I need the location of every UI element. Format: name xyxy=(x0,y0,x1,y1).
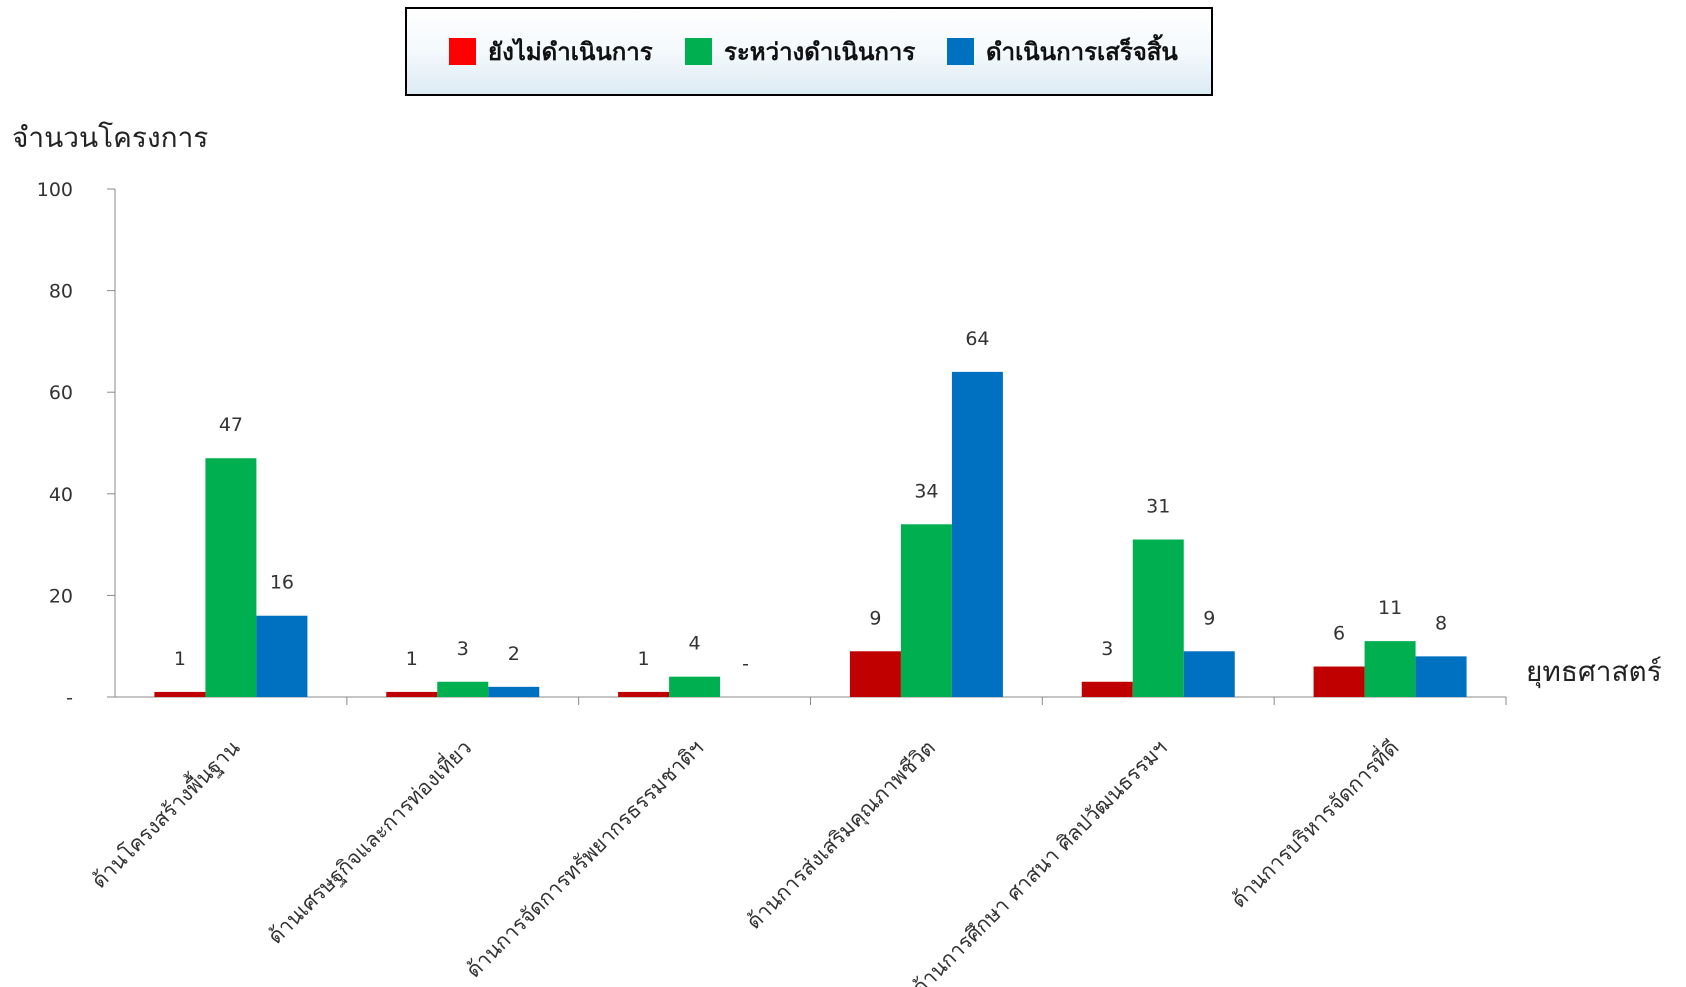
category-label-0: ด้านโครงสร้างพื้นฐาน xyxy=(85,733,245,893)
bar-s0-c2 xyxy=(618,691,670,697)
legend-item-in-progress: ระหว่างดำเนินการ xyxy=(685,36,915,66)
legend-swatch-in-progress xyxy=(685,37,712,65)
data-label-s1-c5: 11 xyxy=(1378,597,1402,619)
category-label-2: ด้านการจัดการทรัพยากรธรรมชาติฯ xyxy=(461,736,708,983)
y-tick-label: - xyxy=(66,687,73,709)
bar-s0-c3 xyxy=(849,651,901,697)
data-label-s2-c4: 9 xyxy=(1203,607,1215,629)
bar-s2-c3 xyxy=(951,371,1003,697)
legend-label-not-started: ยังไม่ดำเนินการ xyxy=(488,37,653,66)
bar-s1-c4 xyxy=(1132,539,1184,697)
data-label-s1-c2: 4 xyxy=(689,633,701,655)
bar-s2-c1 xyxy=(488,686,540,697)
y-axis-title: จำนวนโครงการ xyxy=(12,121,209,154)
bar-s0-c5 xyxy=(1313,666,1365,697)
category-label-4: ด้านการศึกษา ศาสนา ศิลปวัฒนธรรมฯ xyxy=(907,736,1172,987)
legend-item-completed: ดำเนินการเสร็จสิ้น xyxy=(947,36,1178,66)
legend-swatch-completed xyxy=(947,37,974,65)
y-tick-label: 80 xyxy=(49,281,73,303)
bar-s0-c1 xyxy=(386,691,438,697)
legend-label-completed: ดำเนินการเสร็จสิ้น xyxy=(986,37,1178,66)
y-tick-label: 40 xyxy=(49,484,73,506)
bar-s1-c2 xyxy=(669,676,721,697)
data-label-s1-c3: 34 xyxy=(914,480,938,502)
chart-legend: ยังไม่ดำเนินการ ระหว่างดำเนินการ ดำเนินก… xyxy=(405,7,1213,96)
data-label-s0-c0: 1 xyxy=(174,648,186,670)
legend-label-in-progress: ระหว่างดำเนินการ xyxy=(724,37,916,66)
bar-s2-c0 xyxy=(256,615,308,697)
data-label-s0-c2: 1 xyxy=(638,648,650,670)
bar-s1-c5 xyxy=(1364,641,1416,697)
category-label-1: ด้านเศรษฐกิจและการท่องเที่ยว xyxy=(261,733,476,948)
data-label-s2-c0: 16 xyxy=(270,572,294,594)
data-label-s0-c4: 3 xyxy=(1101,638,1113,660)
data-label-s2-c5: 8 xyxy=(1435,612,1447,634)
bar-s0-c0 xyxy=(154,691,206,697)
data-label-s0-c1: 1 xyxy=(406,648,418,670)
data-label-s1-c1: 3 xyxy=(457,638,469,660)
y-tick-label: 20 xyxy=(49,585,73,607)
category-label-3: ด้านการส่งเสริมคุณภาพชีวิต xyxy=(742,736,941,935)
data-label-s2-c1: 2 xyxy=(508,643,520,665)
x-axis-title: ยุทธศาสตร์ xyxy=(1526,655,1662,688)
bar-s2-c5 xyxy=(1415,656,1467,697)
bar-s1-c0 xyxy=(205,458,257,697)
bar-s1-c3 xyxy=(900,524,952,697)
y-tick-label: 100 xyxy=(37,179,73,201)
data-label-s0-c5: 6 xyxy=(1333,623,1345,645)
data-label-s2-c2: - xyxy=(742,653,749,675)
category-label-5: ด้านการบริหารจัดการที่ดี xyxy=(1224,733,1403,912)
legend-swatch-not-started xyxy=(449,37,476,65)
data-label-s1-c4: 31 xyxy=(1146,496,1170,518)
bar-s1-c1 xyxy=(437,681,489,697)
data-label-s0-c3: 9 xyxy=(869,607,881,629)
bar-s2-c4 xyxy=(1183,651,1235,697)
bar-s0-c4 xyxy=(1081,681,1133,697)
y-tick-label: 60 xyxy=(49,382,73,404)
legend-item-not-started: ยังไม่ดำเนินการ xyxy=(449,36,653,66)
data-label-s2-c3: 64 xyxy=(965,328,989,350)
data-label-s1-c0: 47 xyxy=(219,414,243,436)
